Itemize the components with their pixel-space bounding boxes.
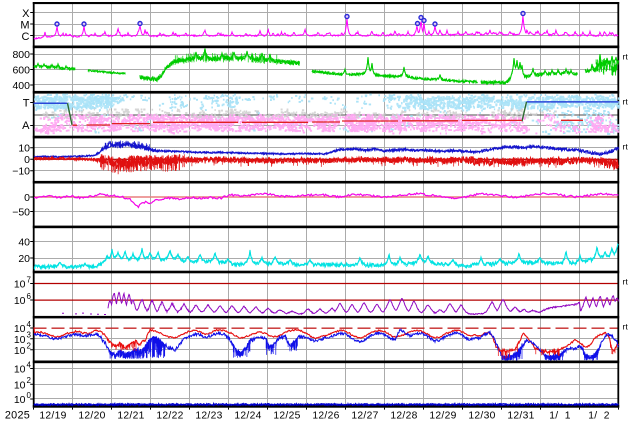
svg-text:3: 3: [27, 331, 32, 340]
svg-text:2: 2: [27, 342, 32, 351]
svg-text:10: 10: [14, 323, 26, 335]
svg-text:12/19: 12/19: [39, 411, 66, 422]
svg-text:X: X: [22, 8, 30, 20]
svg-text:400: 400: [12, 80, 30, 92]
svg-text:−10: −10: [12, 166, 30, 178]
svg-text:2: 2: [27, 376, 32, 385]
svg-text:20: 20: [18, 253, 30, 265]
svg-text:10: 10: [14, 345, 26, 357]
svg-text:0: 0: [24, 192, 30, 204]
svg-text:12/27: 12/27: [351, 411, 378, 422]
svg-text:40: 40: [18, 236, 30, 248]
svg-text:rt: rt: [623, 97, 629, 107]
svg-text:C: C: [22, 31, 30, 43]
svg-text:12/26: 12/26: [312, 411, 339, 422]
svg-text:600: 600: [12, 64, 30, 76]
svg-text:12/30: 12/30: [468, 411, 495, 422]
svg-text:12/28: 12/28: [390, 411, 417, 422]
svg-text:12/25: 12/25: [273, 411, 300, 422]
svg-text:12/22: 12/22: [156, 411, 183, 422]
svg-text:10: 10: [14, 380, 26, 392]
svg-text:0: 0: [24, 154, 30, 166]
svg-text:4: 4: [27, 320, 32, 329]
svg-text:4: 4: [27, 360, 32, 369]
svg-text:10: 10: [14, 295, 26, 307]
svg-text:12/21: 12/21: [117, 411, 144, 422]
svg-text:0: 0: [27, 391, 32, 400]
svg-text:10: 10: [18, 143, 30, 155]
svg-text:rt: rt: [623, 276, 629, 286]
svg-text:12/23: 12/23: [195, 411, 222, 422]
svg-text:12/20: 12/20: [78, 411, 105, 422]
svg-text:rt: rt: [623, 51, 629, 61]
svg-text:10: 10: [14, 364, 26, 376]
svg-text:12/24: 12/24: [234, 411, 261, 422]
svg-text:M: M: [20, 19, 29, 31]
svg-text:10: 10: [14, 394, 26, 406]
svg-text:rt: rt: [623, 141, 629, 151]
svg-text:A: A: [22, 120, 30, 132]
svg-text:T: T: [23, 97, 30, 109]
svg-text:1/ 1: 1/ 1: [549, 411, 571, 422]
svg-text:−50: −50: [12, 206, 30, 218]
svg-text:12/29: 12/29: [429, 411, 456, 422]
svg-text:6: 6: [27, 292, 32, 301]
svg-text:10: 10: [14, 279, 26, 291]
svg-text:10: 10: [14, 334, 26, 346]
svg-text:800: 800: [12, 49, 30, 61]
svg-text:12/31: 12/31: [507, 411, 534, 422]
svg-text:1/ 2: 1/ 2: [588, 411, 610, 422]
svg-text:7: 7: [27, 275, 32, 284]
svg-text:2025: 2025: [5, 410, 30, 422]
svg-text:rt: rt: [623, 321, 629, 331]
